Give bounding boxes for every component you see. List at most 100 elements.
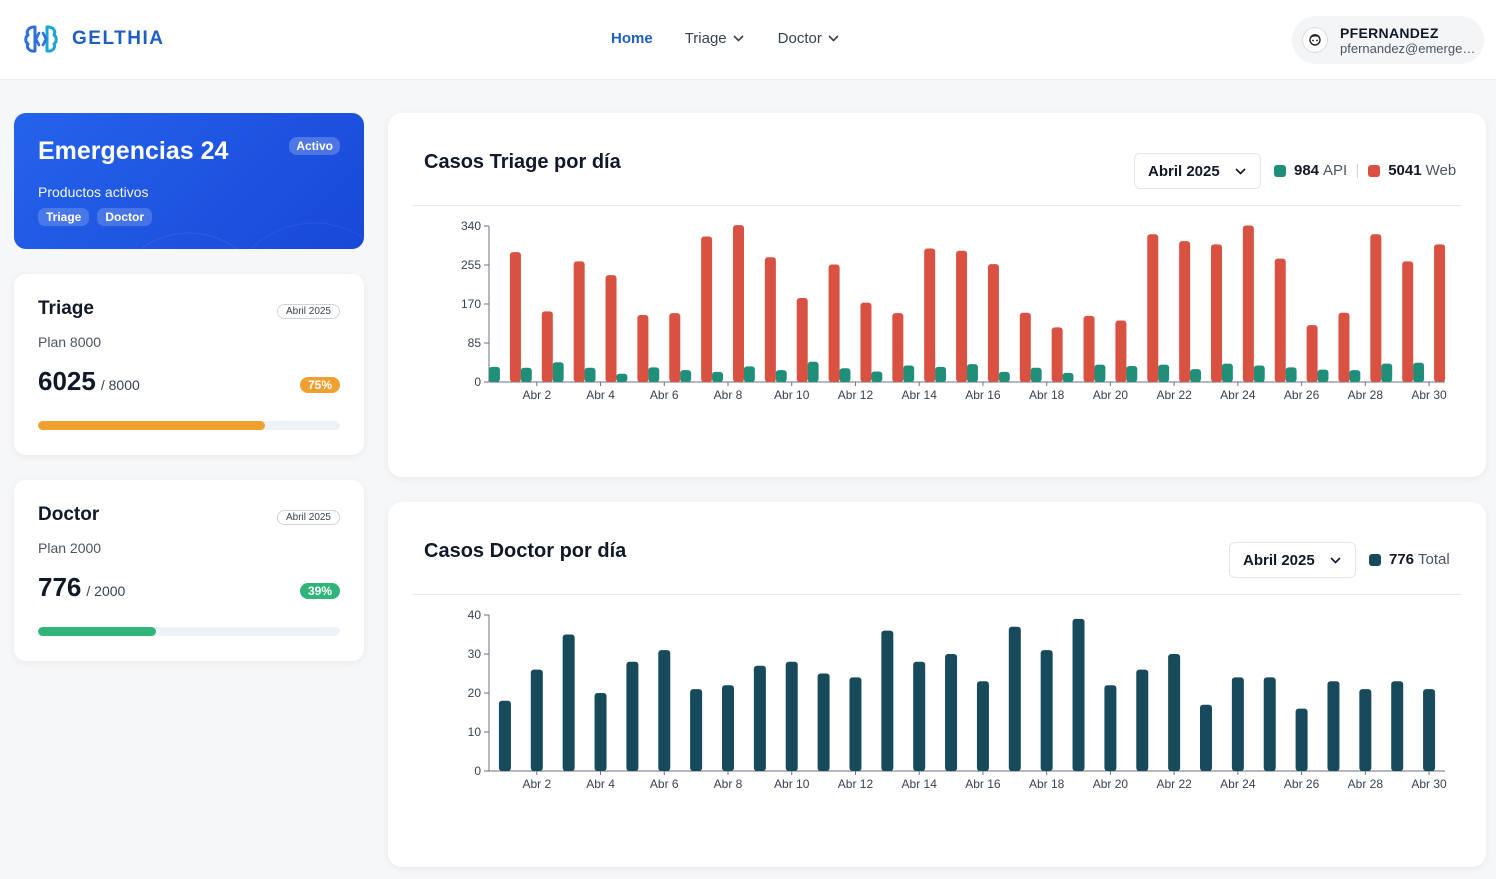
bar-web (764, 257, 776, 382)
chart-title: Casos Triage por día (424, 151, 621, 173)
legend-swatch-total (1369, 553, 1381, 566)
bar-api (1349, 370, 1361, 382)
y-tick-label: 20 (468, 686, 482, 700)
x-tick-label: Abr 10 (774, 388, 810, 402)
month-select-value: Abril 2025 (1148, 162, 1220, 180)
usage-progress-fill (38, 627, 156, 636)
x-tick-label: Abr 20 (1093, 777, 1129, 791)
decorative-wave (140, 222, 364, 249)
bar-api (616, 373, 628, 382)
bar-api (584, 367, 596, 382)
chevron-down-icon (1330, 556, 1341, 564)
nav-triage[interactable]: Triage (685, 30, 744, 47)
x-tick-label: Abr 22 (1156, 777, 1192, 791)
plan-label: Plan 2000 (38, 540, 102, 556)
x-tick-label: Abr 12 (838, 777, 874, 791)
nav-home[interactable]: Home (611, 30, 653, 47)
usage-progress-bar (38, 421, 340, 430)
chart-divider (413, 594, 1461, 595)
legend-label-total: Total (1418, 551, 1450, 568)
chevron-down-icon (1235, 167, 1246, 175)
brand-logo[interactable]: GELTHIA (24, 24, 164, 54)
doctor-bar-chart: 0 10 20 30 40 Abr 2 Abr 4 Abr 6 Abr 8 Abr 10 Abr 1… (468, 608, 1447, 791)
nav-doctor-label: Doctor (777, 30, 822, 47)
bar-web (1115, 320, 1127, 382)
bar-web (1242, 225, 1254, 382)
bar-api (1413, 362, 1425, 382)
triage-chart-card: Casos Triage por día Abril 2025 984 API … (388, 113, 1486, 477)
bar-web (1083, 315, 1095, 382)
bar-api (839, 368, 851, 382)
bar-total (785, 661, 798, 771)
usage-progress-bar (38, 627, 340, 636)
bar-total (753, 665, 766, 771)
chevron-down-icon (828, 35, 839, 42)
bar-api (712, 371, 723, 382)
bar-total (1263, 677, 1276, 771)
x-tick-label: Abr 30 (1411, 777, 1447, 791)
x-tick-label: Abr 10 (774, 777, 810, 791)
bar-total (594, 693, 607, 771)
bar-web (1370, 234, 1382, 382)
plan-used-count: 776 (38, 572, 82, 602)
status-badge: Activo (289, 137, 340, 155)
bar-total (913, 661, 926, 771)
bar-api (680, 370, 692, 382)
bar-api (488, 366, 500, 382)
legend-swatch-web (1368, 164, 1381, 177)
bar-web (509, 252, 521, 382)
bar-api (871, 371, 883, 382)
bar-web (1274, 258, 1286, 382)
nav-home-label: Home (611, 30, 653, 47)
bar-web (605, 275, 617, 382)
bar-api (1062, 372, 1074, 382)
bar-api (1253, 365, 1265, 382)
bar-total (1008, 626, 1021, 771)
bar-api (520, 367, 532, 382)
bar-api (743, 366, 755, 382)
bar-total (626, 661, 639, 771)
bar-total (1327, 681, 1340, 771)
bar-total (1104, 685, 1117, 771)
y-tick-label: 10 (468, 725, 482, 739)
bar-api (1381, 363, 1393, 382)
doctor-chart-card: Casos Doctor por día Abril 2025 776 Tota… (388, 502, 1486, 867)
nav-doctor[interactable]: Doctor (778, 30, 839, 47)
x-tick-label: Abr 24 (1220, 777, 1256, 791)
bar-total (1391, 681, 1404, 771)
month-select[interactable]: Abril 2025 (1134, 153, 1261, 189)
bar-api (1285, 367, 1297, 382)
bar-api (1190, 369, 1201, 382)
bar-api (1030, 367, 1042, 382)
organization-name: Emergencias 24 (38, 137, 229, 165)
plan-card-title: Doctor (38, 504, 100, 525)
month-select[interactable]: Abril 2025 (1229, 542, 1356, 578)
bar-total (1359, 689, 1372, 771)
y-tick-label: 30 (468, 647, 482, 661)
legend-value-api: 984 (1294, 162, 1320, 179)
chart-divider (413, 205, 1461, 206)
doctor-plan-card: Doctor Abril 2025 Plan 2000 776 / 2000 3… (14, 480, 364, 661)
x-tick-label: Abr 18 (1029, 388, 1065, 402)
bar-web (987, 264, 999, 382)
x-tick-label: Abr 16 (965, 777, 1001, 791)
x-tick-label: Abr 2 (522, 777, 551, 791)
brain-logo-icon (24, 25, 58, 53)
usage-percent-badge: 75% (299, 377, 340, 393)
main-nav: Home Triage Doctor (611, 30, 839, 47)
x-tick-label: Abr 28 (1348, 388, 1384, 402)
bar-api (1126, 365, 1138, 382)
bar-total (690, 689, 703, 771)
bar-web (1179, 241, 1191, 382)
plan-month-badge: Abril 2025 (276, 510, 340, 525)
bar-web (796, 298, 808, 382)
bar-total (1040, 650, 1053, 771)
x-tick-label: Abr 26 (1284, 388, 1320, 402)
x-tick-label: Abr 14 (902, 777, 938, 791)
bar-web (1338, 312, 1350, 382)
user-menu[interactable]: PFERNANDEZ pfernandez@emergen... (1292, 16, 1484, 64)
bar-api (998, 371, 1010, 382)
x-tick-label: Abr 24 (1220, 388, 1256, 402)
bar-api (935, 366, 947, 382)
bar-total (881, 630, 894, 771)
